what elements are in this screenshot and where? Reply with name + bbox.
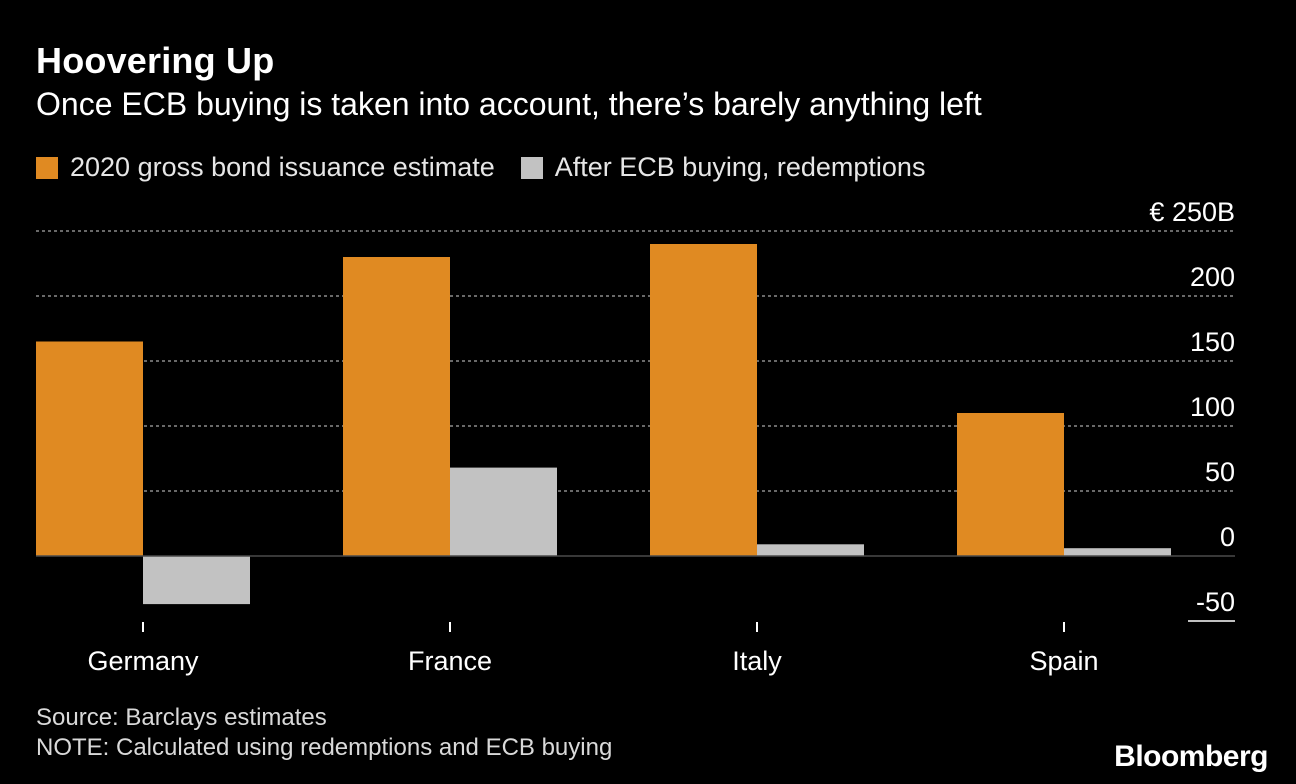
note-text: NOTE: Calculated using redemptions and E… xyxy=(36,734,613,761)
y-tick-label: 100 xyxy=(1190,392,1235,422)
bloomberg-logo: Bloomberg xyxy=(1114,740,1268,773)
y-tick-label: 150 xyxy=(1190,327,1235,357)
bar-after-ecb-germany xyxy=(143,556,250,605)
chart-subtitle: Once ECB buying is taken into account, t… xyxy=(36,86,982,122)
bar-after-ecb-spain xyxy=(1064,548,1171,556)
x-tick-label: France xyxy=(408,646,492,676)
legend-item-issuance: 2020 gross bond issuance estimate xyxy=(36,152,495,183)
bar-issuance-france xyxy=(343,257,450,556)
bar-issuance-germany xyxy=(36,341,143,556)
bar-issuance-spain xyxy=(957,413,1064,556)
bar-issuance-italy xyxy=(650,244,757,556)
y-tick-label: -50 xyxy=(1196,587,1235,617)
legend-label-issuance: 2020 gross bond issuance estimate xyxy=(70,152,495,182)
source-text: Source: Barclays estimates xyxy=(36,704,327,731)
x-tick-label: Italy xyxy=(732,646,782,676)
y-tick-label: 0 xyxy=(1220,522,1235,552)
legend: 2020 gross bond issuance estimate After … xyxy=(36,152,951,183)
bar-after-ecb-italy xyxy=(757,544,864,556)
x-tick-label: Germany xyxy=(87,646,199,676)
legend-item-after-ecb: After ECB buying, redemptions xyxy=(520,152,926,183)
y-tick-label: 200 xyxy=(1190,262,1235,292)
legend-label-after-ecb: After ECB buying, redemptions xyxy=(554,152,926,182)
y-tick-label: € 250B xyxy=(1149,197,1235,227)
bar-after-ecb-france xyxy=(450,467,557,556)
chart-title: Hoovering Up xyxy=(36,40,275,81)
x-tick-label: Spain xyxy=(1029,646,1098,676)
chart-footer: Source: Barclays estimates NOTE: Calcula… xyxy=(36,703,612,763)
legend-swatch-issuance xyxy=(36,156,58,179)
legend-swatch-after-ecb xyxy=(520,156,543,179)
y-tick-label: 50 xyxy=(1205,457,1235,487)
